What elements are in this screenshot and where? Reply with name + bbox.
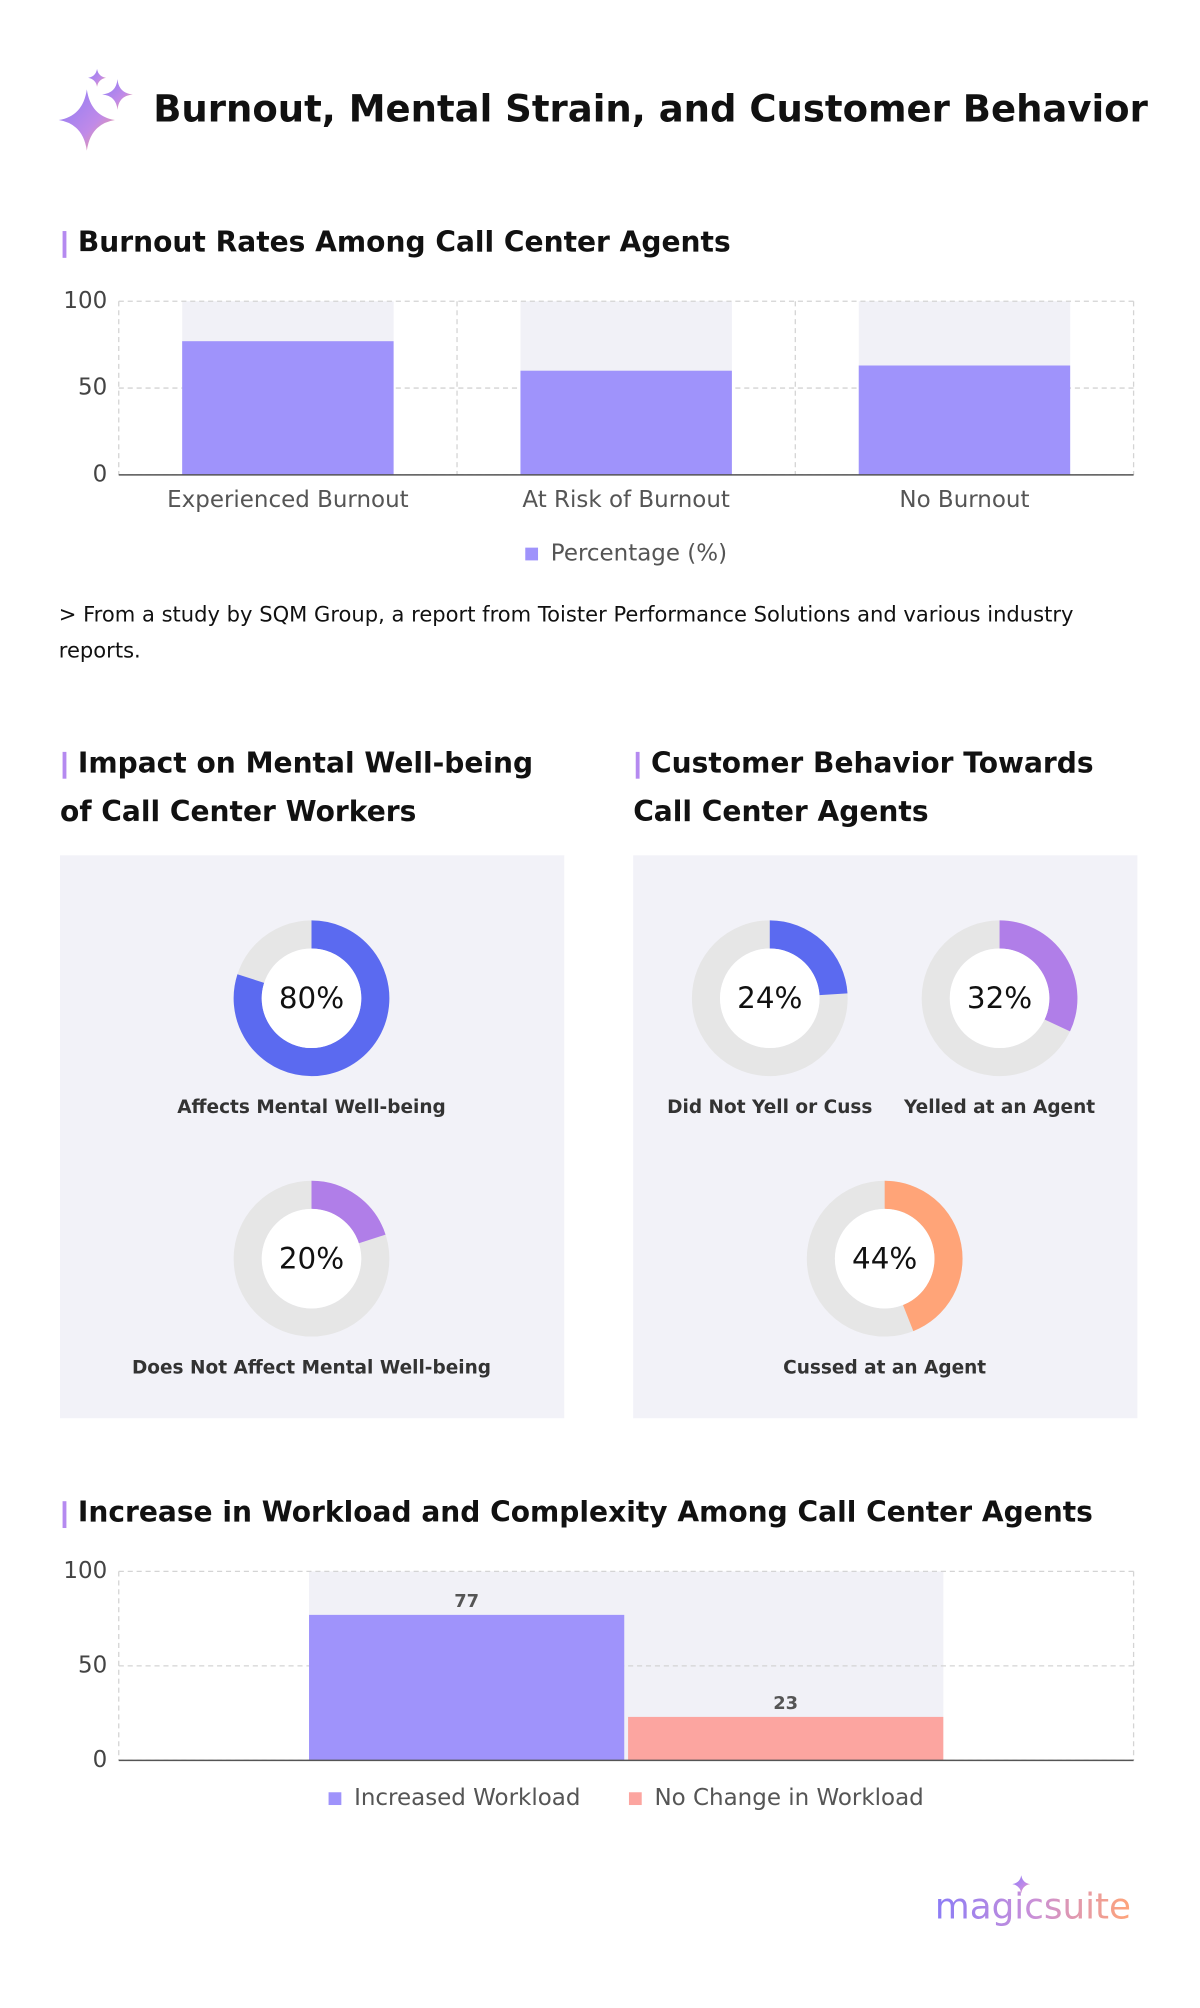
donut-hole (261, 1208, 362, 1309)
section-title: Customer Behavior Towards Call Center Ag… (633, 748, 1094, 829)
source-note: > From a study by SQM Group, a report fr… (58, 602, 1074, 663)
donut-value: 80% (279, 981, 344, 1015)
legend: Percentage (%) (525, 541, 727, 567)
y-tick-label: 50 (78, 375, 107, 401)
section-title: Impact on Mental Well-being of Call Cent… (60, 748, 534, 829)
bar (628, 1716, 944, 1761)
title-box: Impact on Mental Well-being of Call Cent… (60, 748, 534, 829)
title-accent (62, 751, 67, 779)
brand: magicsuite (935, 1886, 1131, 1927)
legend-swatch (328, 1792, 342, 1806)
donut-hole (261, 948, 362, 1049)
legend-label: Increased Workload (354, 1785, 580, 1811)
legend-label: Percentage (%) (551, 541, 727, 567)
bar (520, 370, 732, 475)
bar (309, 1614, 625, 1761)
page-title: Burnout, Mental Strain, and Customer Beh… (153, 88, 1148, 131)
section-title: Increase in Workload and Complexity Amon… (77, 1497, 1093, 1530)
donut-arc (884, 1180, 963, 1332)
section-title: Burnout Rates Among Call Center Agents (77, 227, 731, 260)
logo-icon (58, 68, 133, 151)
data-label: 23 (773, 1693, 798, 1714)
y-tick-label: 0 (93, 461, 108, 487)
y-tick-label: 100 (63, 288, 107, 314)
data-label: 77 (454, 1591, 479, 1612)
title-box: Increase in Workload and Complexity Amon… (77, 1497, 1093, 1530)
bar (182, 341, 394, 475)
donut-value: 20% (279, 1241, 344, 1275)
y-tick-label: 100 (63, 1558, 107, 1584)
title-accent (635, 751, 640, 779)
bar (858, 365, 1071, 475)
legend: Increased Workload No Change in Workload (328, 1785, 924, 1811)
legend-swatch (525, 547, 539, 561)
legend-label: No Change in Workload (654, 1785, 923, 1811)
legend-swatch (628, 1792, 642, 1806)
donut-hole (834, 1208, 935, 1309)
y-tick-label: 0 (93, 1747, 108, 1773)
donut-value: 24% (737, 981, 802, 1015)
donut-track (233, 1180, 390, 1337)
donut-arc (233, 920, 390, 1077)
x-tick-label: Experienced Burnout (167, 487, 409, 513)
donut-label: Affects Mental Well-being (177, 1097, 446, 1118)
title-accent (62, 1501, 67, 1529)
donut-hole (719, 948, 820, 1049)
x-tick-label: No Burnout (899, 487, 1029, 513)
donut-label: Yelled at an Agent (903, 1097, 1095, 1118)
title-accent (62, 231, 67, 258)
note-box: > From a study by SQM Group, a report fr… (58, 602, 1074, 663)
brand-spark (1012, 1875, 1031, 1894)
donut-value: 32% (967, 981, 1032, 1015)
y-tick-label: 50 (78, 1652, 107, 1678)
donut-arc (998, 920, 1078, 1032)
donut-hole (949, 948, 1050, 1049)
donut-label: Does Not Affect Mental Well-being (132, 1357, 491, 1378)
donut-arc (310, 1180, 386, 1244)
donut-value: 44% (852, 1241, 917, 1275)
x-tick-label: At Risk of Burnout (522, 487, 730, 513)
title-box: Burnout Rates Among Call Center Agents (77, 227, 731, 260)
title-box: Customer Behavior Towards Call Center Ag… (633, 748, 1094, 829)
donut-label: Did Not Yell or Cuss (667, 1097, 872, 1118)
donut-label: Cussed at an Agent (783, 1357, 986, 1378)
donut-arc (769, 920, 848, 996)
